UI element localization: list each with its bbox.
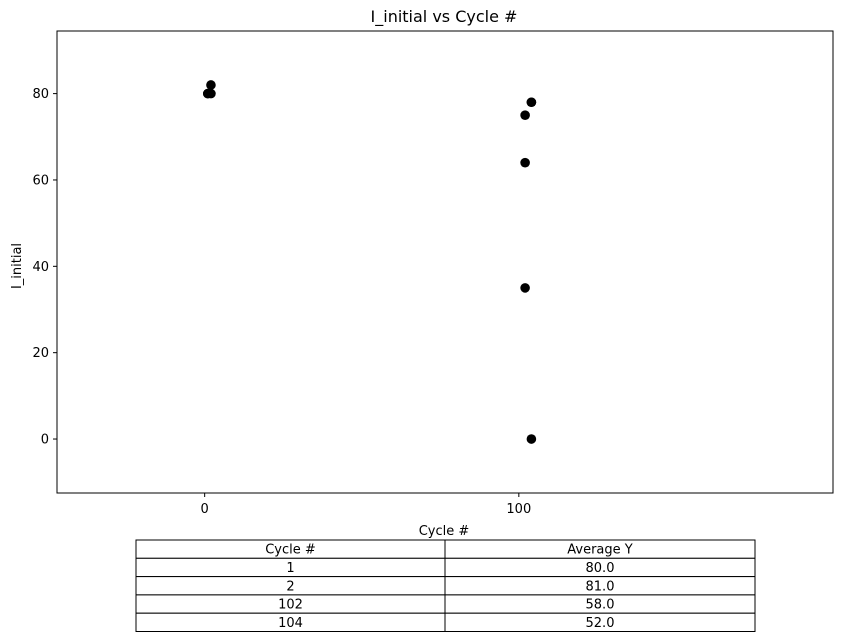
table-header-text: Average Y	[567, 543, 633, 558]
data-point	[206, 80, 216, 90]
chart-title: I_initial vs Cycle #	[371, 7, 518, 27]
y-axis-label: I_initial	[10, 243, 25, 289]
x-axis-label: Cycle #	[419, 524, 470, 539]
data-point	[526, 97, 537, 108]
data-point	[520, 157, 530, 168]
table-cell-text: 81.0	[586, 579, 615, 594]
table-cell-text: 80.0	[586, 561, 615, 576]
summary-table: Cycle # Average Y 1 80.0 2 81.0 102 58.0 104 52.0	[135, 539, 756, 633]
table-cell-text: 58.0	[586, 598, 615, 613]
table-cell-text: 104	[278, 616, 303, 631]
data-point	[526, 434, 537, 444]
y-tick-label: 0	[41, 433, 49, 448]
x-tick-label: 0	[201, 502, 209, 517]
table-cell-text: 1	[286, 561, 294, 576]
table-header-text: Cycle #	[265, 543, 316, 558]
table-cell-text: 102	[278, 598, 303, 613]
y-axis-ticks: 0 20 40 60 80	[32, 87, 57, 448]
y-tick-label: 20	[32, 346, 49, 361]
table-cell-text: 52.0	[586, 616, 615, 631]
y-tick-label: 40	[32, 260, 49, 275]
data-point	[520, 110, 530, 120]
table-cell-text: 2	[286, 579, 294, 594]
x-axis-ticks: 0 100	[201, 493, 531, 517]
y-tick-label: 80	[32, 87, 49, 102]
x-tick-label: 100	[506, 502, 531, 517]
table-cell	[444, 612, 756, 633]
y-tick-label: 60	[32, 173, 49, 188]
data-point	[520, 283, 530, 293]
data-points	[203, 80, 537, 444]
data-point	[206, 88, 216, 99]
plot-frame	[56, 30, 834, 494]
